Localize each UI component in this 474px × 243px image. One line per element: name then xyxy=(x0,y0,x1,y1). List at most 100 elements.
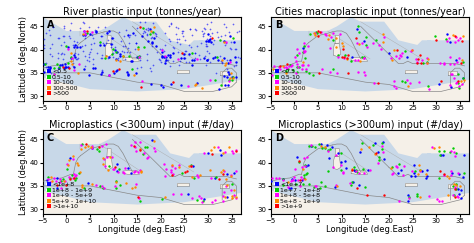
Point xyxy=(419,61,427,65)
Point xyxy=(452,35,459,39)
Point xyxy=(230,171,237,175)
Point xyxy=(176,63,183,67)
Point xyxy=(72,43,79,47)
Title: River plastic input (tonnes/year): River plastic input (tonnes/year) xyxy=(63,7,221,17)
Point xyxy=(193,81,201,85)
Point xyxy=(55,56,62,60)
Point xyxy=(218,61,226,65)
Point xyxy=(457,79,465,83)
Point xyxy=(313,31,321,35)
Point xyxy=(334,53,342,57)
Point xyxy=(103,30,111,34)
Point xyxy=(148,138,155,142)
Point xyxy=(206,78,214,82)
Point xyxy=(300,177,307,181)
Point xyxy=(205,39,213,43)
Point xyxy=(197,196,204,200)
Point xyxy=(460,153,467,157)
Point xyxy=(147,29,155,33)
Point xyxy=(457,61,465,65)
Point xyxy=(222,40,230,44)
Point xyxy=(457,196,465,200)
Point xyxy=(415,80,422,84)
Point xyxy=(459,34,467,38)
Point xyxy=(221,43,228,46)
Point xyxy=(447,85,455,89)
Point xyxy=(89,144,96,148)
Point xyxy=(223,58,231,62)
Point xyxy=(222,33,229,36)
Point xyxy=(229,76,237,80)
Point xyxy=(374,150,382,154)
Point xyxy=(177,192,185,196)
Point xyxy=(348,167,356,171)
Point xyxy=(395,56,402,60)
Point xyxy=(390,48,398,52)
Point xyxy=(67,55,74,59)
Point xyxy=(228,197,236,200)
Point xyxy=(98,34,106,38)
Point xyxy=(321,184,328,188)
Point xyxy=(69,176,77,180)
Point xyxy=(100,162,107,166)
Point xyxy=(160,49,168,53)
Point xyxy=(268,176,276,180)
Point xyxy=(343,57,351,61)
Point xyxy=(162,43,169,47)
Point xyxy=(188,163,195,167)
Point xyxy=(151,149,158,153)
Point xyxy=(286,63,293,67)
Point xyxy=(449,184,457,188)
Text: A: A xyxy=(46,19,54,29)
Point xyxy=(207,176,215,180)
Point xyxy=(343,56,351,60)
Point xyxy=(109,47,117,51)
Point xyxy=(298,165,306,169)
Point xyxy=(198,29,205,33)
Point xyxy=(185,43,193,47)
Point xyxy=(143,33,151,37)
Point xyxy=(98,56,106,60)
Point xyxy=(284,67,292,70)
Point xyxy=(87,42,95,46)
Point xyxy=(56,63,64,67)
Point xyxy=(144,26,152,30)
Point xyxy=(223,75,231,79)
Point xyxy=(407,174,415,178)
Point xyxy=(218,58,226,62)
Point xyxy=(459,76,466,80)
Point xyxy=(436,145,443,149)
Point xyxy=(424,61,431,65)
Point xyxy=(458,39,465,43)
Point xyxy=(170,172,177,176)
Point xyxy=(361,171,368,175)
Point xyxy=(451,154,458,158)
Title: Cities macroplastic input (tonnes/year): Cities macroplastic input (tonnes/year) xyxy=(275,7,465,17)
Point xyxy=(69,157,77,161)
Point xyxy=(418,61,425,65)
Point xyxy=(99,156,106,160)
Point xyxy=(167,82,174,86)
Point xyxy=(125,46,132,50)
Point xyxy=(131,33,139,37)
Polygon shape xyxy=(177,69,189,73)
Point xyxy=(297,184,304,188)
Point xyxy=(454,73,461,77)
Point xyxy=(181,52,188,56)
Point xyxy=(347,59,355,63)
Point xyxy=(372,151,380,155)
Point xyxy=(112,69,120,73)
Point xyxy=(295,160,303,164)
Point xyxy=(139,31,147,35)
Point xyxy=(400,173,407,177)
Point xyxy=(189,51,196,55)
Point xyxy=(150,36,157,40)
Point xyxy=(365,145,373,148)
Point xyxy=(41,62,49,66)
Point xyxy=(138,34,146,38)
Point xyxy=(450,62,458,66)
Point xyxy=(448,72,456,76)
Point xyxy=(346,181,354,184)
Point xyxy=(131,185,138,189)
Polygon shape xyxy=(351,58,368,61)
